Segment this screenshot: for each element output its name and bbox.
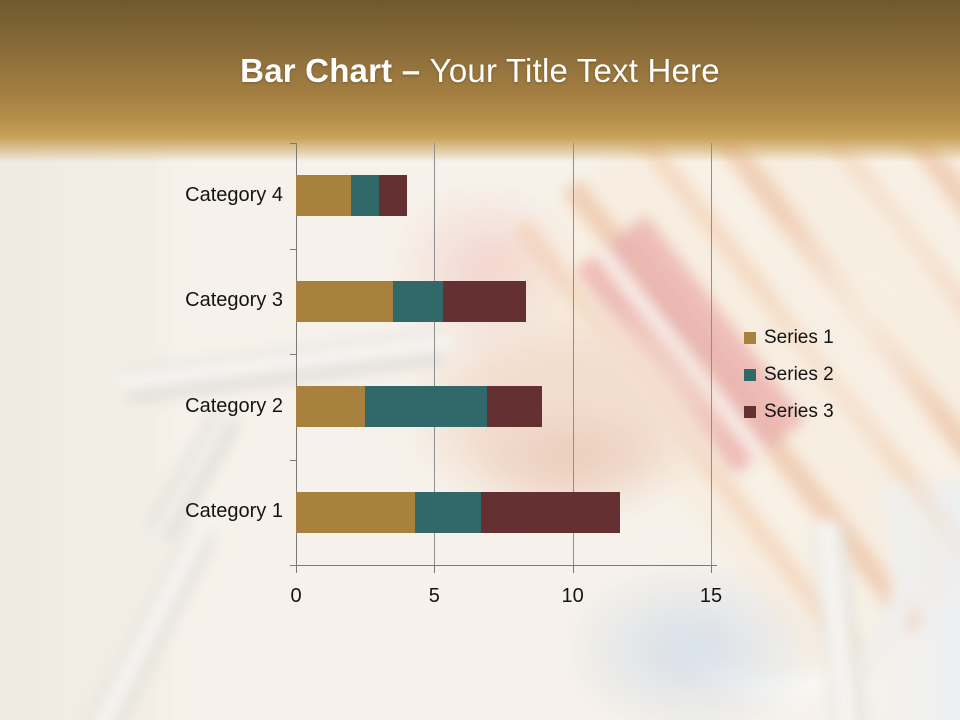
x-axis-tick [711, 565, 712, 573]
chart-legend: Series 1 Series 2 Series 3 [744, 326, 834, 437]
y-axis-tick [290, 354, 296, 355]
bar-segment-series-1 [296, 175, 352, 217]
x-axis-line [296, 565, 717, 566]
x-axis-tick [572, 565, 574, 573]
y-axis-tick [290, 248, 296, 250]
category-label: Category 4 [185, 183, 283, 206]
y-axis-tick [290, 143, 296, 144]
title-separator: – [401, 52, 421, 89]
chart-gridline [711, 143, 712, 565]
category-label: Category 3 [185, 289, 283, 312]
legend-item: Series 3 [744, 400, 834, 423]
bar-segment-series-2 [414, 491, 482, 533]
chart-gridline [572, 143, 574, 565]
bar-segment-series-1 [296, 491, 415, 533]
legend-label: Series 3 [764, 400, 834, 422]
legend-label: Series 1 [764, 326, 834, 348]
legend-label: Series 2 [764, 363, 834, 385]
bar-segment-series-3 [486, 386, 543, 428]
bar-segment-series-3 [442, 280, 526, 322]
x-axis-tick-label: 5 [428, 585, 440, 607]
title-topic: Bar Chart [240, 52, 393, 89]
title-placeholder-text: Your Title Text Here [429, 52, 720, 89]
bar-segment-series-3 [481, 491, 620, 533]
bar-segment-series-1 [296, 280, 393, 322]
bar-segment-series-1 [296, 386, 366, 428]
legend-swatch-icon [744, 368, 756, 381]
x-axis-tick [296, 565, 297, 573]
x-axis-tick-label: 10 [561, 585, 584, 607]
x-axis-tick [434, 565, 436, 573]
title-banner [0, 0, 960, 162]
chart-gridline [434, 143, 436, 565]
y-axis-line [296, 143, 297, 565]
y-axis-tick [290, 565, 296, 566]
jeans-patch [560, 560, 820, 720]
legend-item: Series 1 [744, 326, 834, 349]
x-axis-tick-label: 15 [699, 585, 723, 607]
category-label: Category 1 [185, 500, 283, 523]
category-label: Category 2 [185, 394, 283, 417]
bar-segment-series-2 [392, 280, 443, 322]
y-axis-tick [290, 459, 296, 461]
slide-title: Bar Chart – Your Title Text Here [0, 52, 960, 90]
x-axis-tick-label: 0 [290, 585, 302, 607]
legend-item: Series 2 [744, 363, 834, 386]
bar-segment-series-3 [379, 175, 407, 217]
legend-swatch-icon [744, 405, 756, 418]
bar-segment-series-2 [365, 386, 487, 428]
background-blue-tint [870, 480, 960, 720]
legend-swatch-icon [744, 331, 756, 344]
bar-segment-series-2 [351, 175, 379, 217]
